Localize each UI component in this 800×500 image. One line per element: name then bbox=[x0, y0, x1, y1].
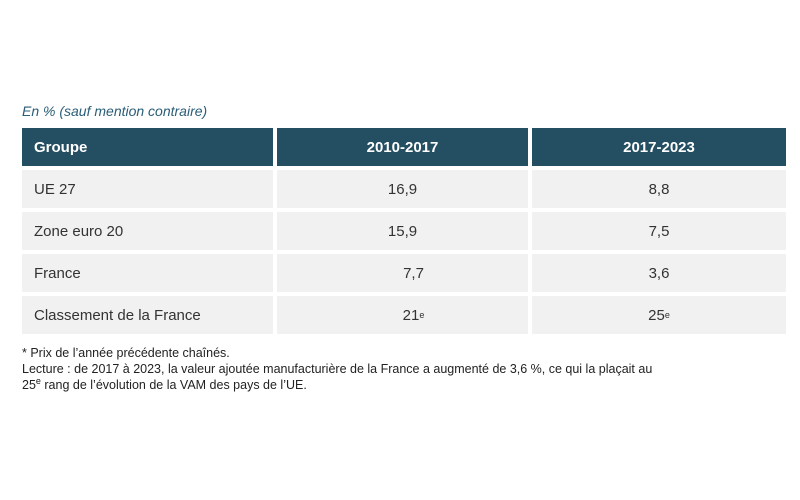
value-2017-2023: 3,6 bbox=[532, 254, 786, 292]
footnotes: * Prix de l’année précédente chaînés. Le… bbox=[22, 345, 782, 393]
rank-number: 25 bbox=[648, 306, 665, 324]
table-row: Classement de la France 21 e 25 e bbox=[22, 296, 786, 334]
row-label: Classement de la France bbox=[22, 296, 273, 334]
value-2010-2017: 21 e bbox=[277, 296, 528, 334]
lecture-text: rang de l’évolution de la VAM des pays d… bbox=[40, 378, 307, 392]
footnote-lecture-line-1: Lecture : de 2017 à 2023, la valeur ajou… bbox=[22, 362, 653, 376]
footnote-lecture-line-2: 25e rang de l’évolution de la VAM des pa… bbox=[22, 377, 782, 393]
value-2017-2023: 8,8 bbox=[532, 170, 786, 208]
row-label: UE 27 bbox=[22, 170, 273, 208]
header-groupe: Groupe bbox=[22, 128, 273, 166]
row-label: Zone euro 20 bbox=[22, 212, 273, 250]
table-row: France 7,7 3,6 bbox=[22, 254, 786, 292]
row-label: France bbox=[22, 254, 273, 292]
unit-note: En % (sauf mention contraire) bbox=[22, 103, 208, 119]
value-2010-2017: 16,9 bbox=[277, 170, 528, 208]
value-2010-2017: 15,9 bbox=[277, 212, 528, 250]
rank-suffix: e bbox=[35, 377, 41, 386]
value-2017-2023: 7,5 bbox=[532, 212, 786, 250]
table-header-row: Groupe 2010-2017 2017-2023 bbox=[22, 128, 786, 166]
table-row: UE 27 16,9 8,8 bbox=[22, 170, 786, 208]
footnote-asterisk: * Prix de l’année précédente chaînés. bbox=[22, 346, 230, 360]
value-2010-2017: 7,7 bbox=[277, 254, 528, 292]
data-table: Groupe 2010-2017 2017-2023 UE 27 16,9 8,… bbox=[22, 128, 786, 338]
rank-number: 21 bbox=[402, 306, 420, 324]
table-row: Zone euro 20 15,9 7,5 bbox=[22, 212, 786, 250]
header-2010-2017: 2010-2017 bbox=[277, 128, 528, 166]
header-2017-2023: 2017-2023 bbox=[532, 128, 786, 166]
rank-number: 25 bbox=[22, 378, 36, 392]
value-2017-2023: 25 e bbox=[532, 296, 786, 334]
